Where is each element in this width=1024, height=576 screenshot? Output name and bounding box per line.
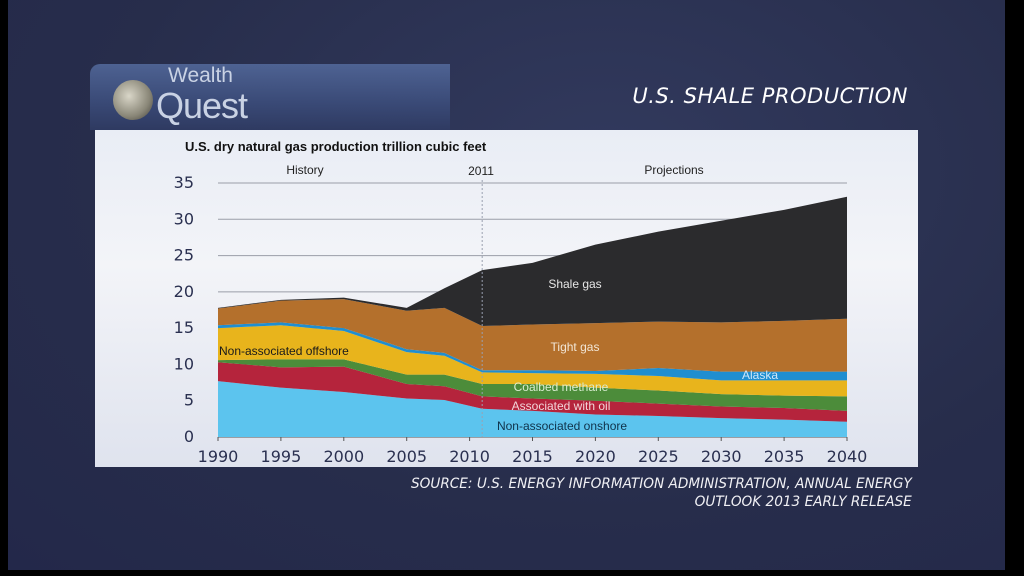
area-shale-gas: [218, 196, 847, 326]
source-line-2: OUTLOOK 2013 EARLY RELEASE: [694, 494, 912, 510]
area-associated-with-oil: [218, 362, 847, 422]
area-tight-gas: [218, 299, 847, 372]
label-non-associated-offshore: Non-associated offshore: [219, 344, 349, 358]
x-tick-label: 2010: [449, 447, 490, 466]
logo-quest: Quest: [156, 85, 248, 126]
label-shale-gas: Shale gas: [548, 277, 601, 291]
label-coalbed-methane: Coalbed methane: [514, 380, 609, 394]
x-tick-label: 2030: [701, 447, 742, 466]
x-tick-label: 2035: [764, 447, 805, 466]
x-tick-label: 2025: [638, 447, 679, 466]
area-coalbed-methane: [218, 359, 847, 411]
annotation-projections: Projections: [644, 163, 703, 177]
chart-title: U.S. dry natural gas production trillion…: [185, 139, 487, 154]
y-tick-label: 0: [184, 427, 194, 446]
x-tick-label: 2000: [323, 447, 364, 466]
x-tick-label: 2005: [386, 447, 427, 466]
y-tick-label: 35: [174, 173, 194, 192]
annotation-history: History: [286, 163, 323, 177]
y-tick-label: 5: [184, 391, 194, 410]
area-alaska: [218, 322, 847, 381]
label-non-associated-onshore: Non-associated onshore: [497, 419, 627, 433]
x-tick-label: 2020: [575, 447, 616, 466]
source-line-1: SOURCE: U.S. ENERGY INFORMATION ADMINIST…: [411, 476, 912, 492]
y-tick-label: 20: [174, 282, 194, 301]
stacked-area-chart: U.S. dry natural gas production trillion…: [174, 139, 868, 466]
y-tick-label: 30: [174, 209, 194, 228]
annotation-2011: 2011: [468, 164, 494, 178]
chart-panel: U.S. dry natural gas production trillion…: [95, 130, 918, 467]
y-tick-label: 25: [174, 246, 194, 265]
x-tick-label: 2040: [827, 447, 868, 466]
logo-wealth: Wealth: [168, 64, 233, 87]
x-tick-label: 2015: [512, 447, 553, 466]
label-alaska: Alaska: [742, 368, 778, 382]
letterbox-bar: [1005, 0, 1024, 576]
source-citation: SOURCE: U.S. ENERGY INFORMATION ADMINIST…: [411, 475, 912, 511]
x-tick-label: 1990: [198, 447, 239, 466]
x-tick-label: 1995: [261, 447, 302, 466]
label-tight-gas: Tight gas: [551, 340, 600, 354]
y-tick-label: 10: [174, 354, 194, 373]
area-non-associated-onshore: [218, 381, 847, 437]
y-tick-label: 15: [174, 318, 194, 337]
slide-title: U.S. SHALE PRODUCTION: [632, 84, 908, 108]
label-associated-with-oil: Associated with oil: [512, 399, 611, 413]
area-non-associated-offshore: [218, 325, 847, 397]
logo-coin-icon: [113, 80, 153, 120]
